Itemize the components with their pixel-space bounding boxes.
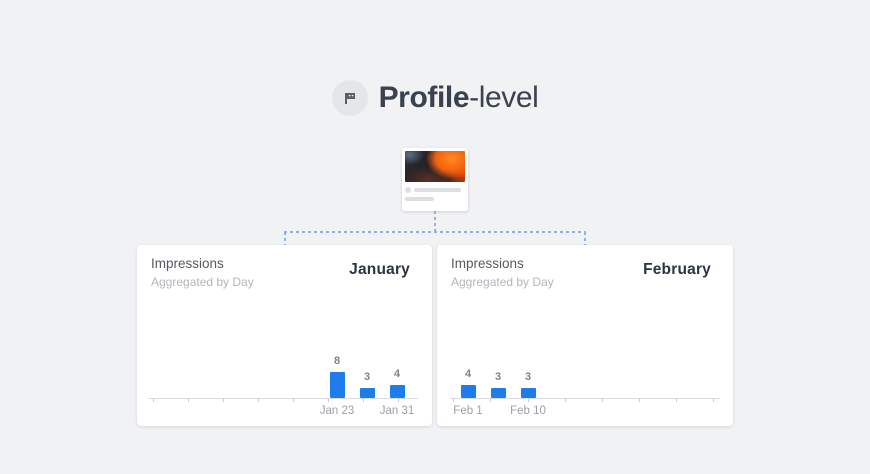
bar-value-label: 4 <box>464 368 472 380</box>
aggregation-label: Aggregated by Day <box>151 275 254 289</box>
axis-tick <box>153 398 154 402</box>
axis-tick <box>398 398 399 402</box>
x-axis-label: Jan 31 <box>379 405 415 417</box>
bar-value-label: 3 <box>524 371 532 383</box>
metric-block: Impressions Aggregated by Day <box>451 256 554 289</box>
title-light: -level <box>469 81 539 114</box>
bar <box>389 385 405 398</box>
bar-value-label: 3 <box>494 371 502 383</box>
connector-vertical-stub <box>434 211 436 232</box>
axis-tick <box>453 398 454 402</box>
axis-tick <box>639 398 640 402</box>
post-preview-card <box>402 148 468 211</box>
bar-chart-january: 8 Jan 23 3 4 Jan 31 <box>148 283 418 417</box>
text-line-placeholder <box>414 188 461 192</box>
card-header: Impressions Aggregated by Day January <box>151 256 410 289</box>
avatar-placeholder <box>405 187 411 193</box>
card-header: Impressions Aggregated by Day February <box>451 256 711 289</box>
bar <box>520 388 536 398</box>
axis-tick <box>328 398 329 402</box>
bar <box>460 385 476 398</box>
flag-icon <box>331 80 368 116</box>
axis-tick <box>188 398 189 402</box>
month-title: February <box>643 261 711 278</box>
impressions-card-february: Impressions Aggregated by Day February 4… <box>437 245 733 426</box>
month-title: January <box>349 261 410 278</box>
metric-label: Impressions <box>451 256 524 271</box>
axis-tick <box>565 398 566 402</box>
post-thumbnail-image <box>405 151 465 182</box>
metric-label: Impressions <box>151 256 224 271</box>
text-line-placeholder <box>405 197 434 201</box>
page-title-text: Profile-level <box>379 80 539 116</box>
title-strong: Profile <box>378 81 470 114</box>
axis-tick <box>223 398 224 402</box>
bar-value-label: 8 <box>333 355 341 367</box>
bar <box>359 388 375 398</box>
connector-horizontal-line <box>284 231 586 233</box>
bar-value-label: 4 <box>393 368 401 380</box>
x-axis-label: Feb 10 <box>510 405 546 417</box>
bar <box>329 372 345 398</box>
connector-left-drop <box>284 232 286 245</box>
impressions-card-january: Impressions Aggregated by Day January 8 J… <box>137 245 432 426</box>
axis-tick <box>363 398 364 402</box>
metric-block: Impressions Aggregated by Day <box>151 256 254 289</box>
connector-right-drop <box>584 232 586 245</box>
bar <box>490 388 506 398</box>
axis-tick <box>602 398 603 402</box>
x-axis-label: Feb 1 <box>453 405 483 417</box>
axis-tick <box>293 398 294 402</box>
axis-tick <box>490 398 491 402</box>
bar-value-label: 3 <box>363 371 371 383</box>
axis-tick <box>528 398 529 402</box>
x-axis-label: Jan 23 <box>319 405 355 417</box>
axis-tick <box>258 398 259 402</box>
page-title: Profile-level <box>0 80 870 116</box>
axis-tick <box>713 398 714 402</box>
bar-chart-february: 4 Feb 1 3 3 Feb 10 <box>450 283 720 417</box>
axis-tick <box>676 398 677 402</box>
aggregation-label: Aggregated by Day <box>451 275 554 289</box>
post-meta-placeholder-row <box>405 187 465 193</box>
